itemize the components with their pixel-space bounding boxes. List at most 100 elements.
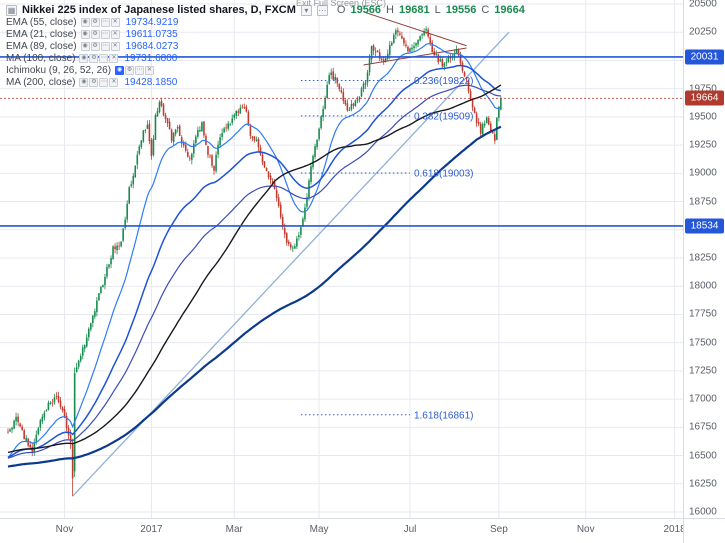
level-price-badge: 20031 [685,49,724,65]
time-tick-label: Mar [225,524,243,535]
close-icon[interactable]: ✕ [145,65,155,75]
ma-line [7,42,502,459]
legend-more-icon[interactable]: ⋯ [316,4,328,16]
time-axis[interactable]: Nov 2017 Mar May Jul Sep Nov 2018 [0,518,683,543]
gear-icon[interactable]: ⚙ [90,17,100,27]
series-style-icon[interactable]: ▦ [6,4,17,16]
ma-line [7,84,502,454]
more-icon[interactable]: ⋯ [99,53,109,63]
gear-icon[interactable]: ⚙ [125,65,135,75]
ma-line [7,125,502,468]
time-tick-label: 2017 [140,524,163,535]
gear-icon[interactable]: ⚙ [90,29,100,39]
price-tick-label: 20500 [689,0,717,10]
indicator-row-ma200[interactable]: MA (200, close) ◉ ⚙ ⋯ ✕ 19428.1850 [6,76,525,88]
legend-collapse-icon[interactable]: ▾ [300,4,312,16]
price-tick-label: 18250 [689,252,717,264]
level-price-badge: 18534 [685,218,724,234]
low-label: L [434,4,441,16]
indicator-name: EMA (21, close) [6,28,77,40]
price-tick-label: 19000 [689,167,717,179]
high-value: 19681 [399,4,430,16]
indicator-row-ema21[interactable]: EMA (21, close) ◉ ⚙ ⋯ ✕ 19611.0735 [6,28,525,40]
close-icon[interactable]: ✕ [109,53,119,63]
time-tick-label: 2018 [663,524,683,535]
ma-line [7,64,502,458]
indicator-value: 19731.6800 [124,52,178,64]
eye-icon[interactable]: ◉ [80,29,90,39]
indicator-name: Ichimoku (9, 26, 52, 26) [6,64,112,76]
price-tick-label: 17750 [689,308,717,320]
indicator-value: 19611.0735 [125,28,178,40]
trendline [72,31,510,497]
wedge-line [363,11,467,47]
indicator-buttons: ◉ ⚙ ⋯ ✕ [80,41,120,51]
close-icon[interactable]: ✕ [110,29,120,39]
last-price-badge: 19664 [685,90,724,106]
high-label: H [386,4,394,16]
time-tick-label: Sep [489,524,508,535]
eye-icon[interactable]: ◉ [79,53,89,63]
time-tick-label: Nov [55,524,74,535]
gear-icon[interactable]: ⚙ [89,53,99,63]
indicator-row-ma100[interactable]: MA (100, close) ◉ ⚙ ⋯ ✕ 19731.6800 [6,52,525,64]
gear-icon[interactable]: ⚙ [89,77,99,87]
price-tick-label: 16750 [689,421,717,433]
chart-canvas[interactable]: 0.236(19822) 0.382(19509) 0.618(19003) 1.61… [0,0,683,518]
indicator-buttons: ◉ ⚙ ⋯ ✕ [79,53,119,63]
gridlines [0,0,683,518]
fib-label: 0.236(19822) [414,76,474,87]
price-tick-label: 17000 [689,393,717,405]
price-tick-label: 19500 [689,111,717,123]
indicator-name: MA (100, close) [6,52,76,64]
close-icon[interactable]: ✕ [109,77,119,87]
indicator-name: EMA (89, close) [6,40,77,52]
indicator-buttons: ◉ ⚙ ⋯ ✕ [80,17,120,27]
gear-icon[interactable]: ⚙ [90,41,100,51]
fib-label: 1.618(16861) [414,410,474,421]
price-tick-label: 19250 [689,139,717,151]
price-tick-label: 17500 [689,337,717,349]
more-icon[interactable]: ⋯ [100,17,110,27]
exit-fullscreen-hint: Exit Full Screen (ESC) [295,0,387,8]
indicator-value: 19734.9219 [125,16,179,28]
ma-line [7,84,501,459]
fib-label: 0.618(19003) [414,168,474,179]
symbol-title-row: ▦ Nikkei 225 index of Japanese listed sh… [6,4,525,16]
time-tick-label: Jul [403,524,417,535]
more-icon[interactable]: ⋯ [100,29,110,39]
chart-legend: ▦ Nikkei 225 index of Japanese listed sh… [6,4,525,88]
indicator-row-ema89[interactable]: EMA (89, close) ◉ ⚙ ⋯ ✕ 19684.0273 [6,40,525,52]
indicator-name: EMA (55, close) [6,16,77,28]
ohlc-readout: O 19566 H 19681 L 19556 C 19664 [337,4,525,16]
symbol-title: Nikkei 225 index of Japanese listed shar… [22,4,296,16]
price-tick-label: 18000 [689,280,717,292]
price-tick-label: 16250 [689,478,717,490]
indicator-buttons: ◉ ⚙ ⋯ ✕ [79,77,119,87]
indicator-name: MA (200, close) [6,76,76,88]
indicator-value: 19428.1850 [124,76,178,88]
more-icon[interactable]: ⋯ [99,77,109,87]
indicator-buttons: ◉ ⚙ ⋯ ✕ [115,65,155,75]
close-value: 19664 [494,4,525,16]
close-icon[interactable]: ✕ [110,41,120,51]
price-tick-label: 17250 [689,365,717,377]
eye-icon[interactable]: ◉ [79,77,89,87]
indicator-row-ema55[interactable]: EMA (55, close) ◉ ⚙ ⋯ ✕ 19734.9219 [6,16,525,28]
more-icon[interactable]: ⋯ [100,41,110,51]
time-tick-label: Nov [576,524,595,535]
eye-icon[interactable]: ◉ [80,17,90,27]
price-tick-label: 20250 [689,26,717,38]
eye-icon[interactable]: ◉ [80,41,90,51]
price-tick-label: 19750 [689,83,717,95]
close-icon[interactable]: ✕ [110,17,120,27]
more-icon[interactable]: ⋯ [135,65,145,75]
indicator-value: 19684.0273 [125,40,179,52]
price-axis[interactable]: 2050020250200001975019500192501900018750… [683,0,725,518]
eye-icon[interactable]: ◉ [115,65,125,75]
axis-corner [683,518,725,543]
indicator-buttons: ◉ ⚙ ⋯ ✕ [80,29,120,39]
indicator-row-ichimoku[interactable]: Ichimoku (9, 26, 52, 26) ◉ ⚙ ⋯ ✕ [6,64,525,76]
candles [7,26,502,497]
close-label: C [481,4,490,16]
